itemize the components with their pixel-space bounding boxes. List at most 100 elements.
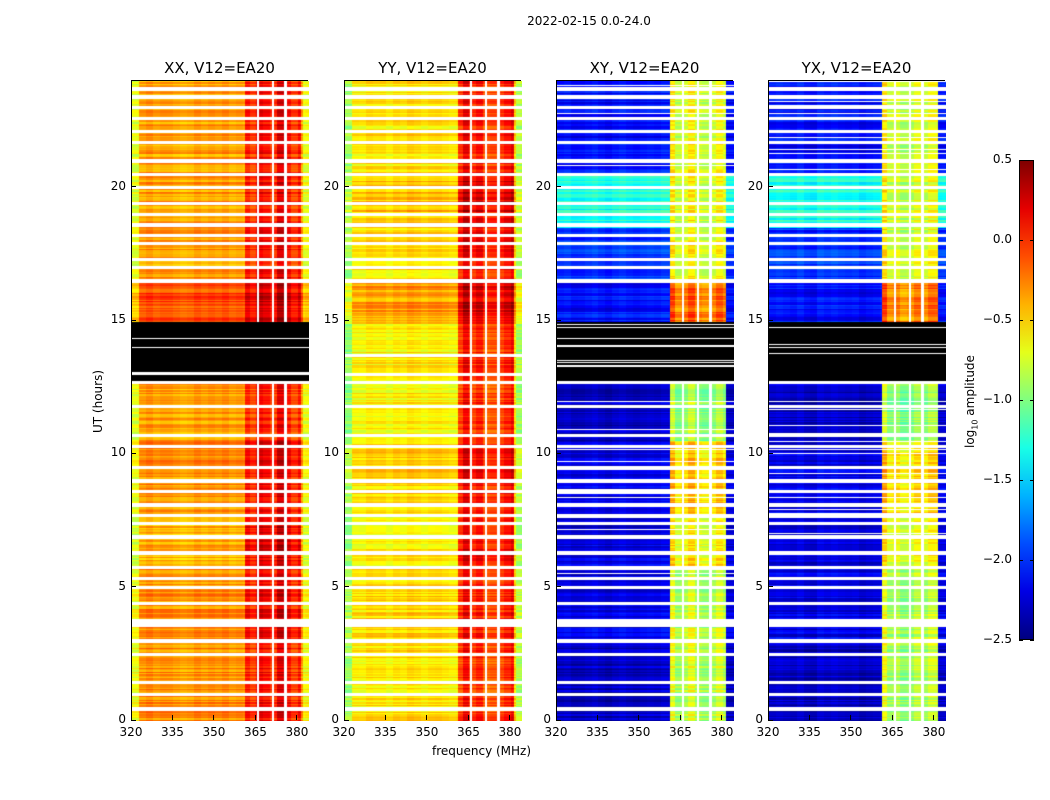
colorbar-tick-label: −0.5 [982,312,1012,326]
x-tick-mark [596,715,598,720]
colorbar-tick-mark [1030,240,1034,241]
heatmap-panel [344,80,522,721]
heatmap-panel [131,80,309,721]
x-tick-mark [679,715,681,720]
panel-title: YY, V12=EA20 [378,59,487,77]
x-tick-mark [850,715,852,720]
panel-title: XY, V12=EA20 [589,59,700,77]
y-tick-mark [344,452,349,454]
colorbar-tick-mark [1019,320,1023,321]
colorbar-tick-mark [1030,400,1034,401]
y-tick-label: 15 [747,312,763,326]
y-tick-label: 5 [755,578,763,593]
y-tick-label: 0 [331,712,339,726]
y-tick-mark [556,319,561,321]
x-tick-label: 365 [457,725,480,739]
colorbar-tick-label: 0.5 [992,152,1012,166]
y-tick-mark [131,586,136,588]
heatmap-image [557,81,734,721]
y-tick-mark [556,719,561,721]
y-tick-label: 15 [323,312,339,326]
y-tick-mark [556,586,561,588]
y-tick-label: 0 [543,712,551,726]
y-tick-label: 10 [323,445,339,460]
colorbar-tick-mark [1019,160,1023,161]
y-tick-label: 10 [110,445,126,460]
x-tick-mark [296,715,298,720]
colorbar-tick-label: 0.0 [992,232,1012,246]
x-tick-label: 365 [244,725,267,739]
y-tick-label: 0 [755,712,763,726]
x-tick-mark [171,715,173,720]
x-tick-label: 380 [498,725,522,739]
heatmap-image [345,81,522,721]
y-tick-label: 5 [543,578,551,593]
panel-title: XX, V12=EA20 [164,59,275,77]
x-tick-mark [467,715,469,720]
x-tick-label: 320 [756,725,780,739]
y-tick-mark [768,319,773,321]
colorbar-tick-mark [1030,560,1034,561]
colorbar-tick-mark [1019,480,1023,481]
x-tick-mark [808,715,810,720]
y-tick-mark [556,452,561,454]
x-tick-mark [891,715,893,720]
colorbar-tick-mark [1030,640,1034,641]
figure-title: 2022-02-15 0.0-24.0 [527,14,651,28]
y-tick-label: 10 [747,445,763,460]
y-tick-label: 15 [110,312,126,326]
x-tick-label: 320 [332,725,356,739]
x-tick-mark [933,715,935,720]
x-tick-label: 320 [544,725,568,739]
y-tick-mark [768,586,773,588]
x-tick-label: 365 [881,725,904,739]
y-tick-mark [131,186,136,188]
x-tick-mark [721,715,723,720]
x-tick-mark [130,715,132,720]
x-tick-mark [426,715,428,720]
colorbar-tick-mark [1030,160,1034,161]
y-tick-mark [131,319,136,321]
y-tick-label: 5 [331,578,339,593]
y-tick-mark [344,586,349,588]
x-tick-label: 380 [285,725,309,739]
colorbar-tick-mark [1019,240,1023,241]
x-tick-label: 365 [669,725,692,739]
x-tick-label: 350 [627,725,651,739]
colorbar-tick-label: −2.5 [982,632,1012,646]
colorbar-tick-label: −2.0 [982,552,1012,566]
y-tick-label: 0 [118,712,126,726]
x-axis-label: frequency (MHz) [432,744,532,758]
colorbar-tick-mark [1019,400,1023,401]
colorbar-tick-mark [1030,320,1034,321]
y-tick-label: 15 [535,312,551,326]
y-tick-mark [768,186,773,188]
x-tick-label: 380 [710,725,734,739]
heatmap-image [769,81,946,721]
x-tick-label: 350 [202,725,226,739]
x-tick-label: 335 [586,725,609,739]
y-tick-mark [344,186,349,188]
y-tick-label: 20 [747,178,763,193]
y-tick-mark [768,719,773,721]
x-tick-mark [509,715,511,720]
y-tick-label: 20 [110,178,126,193]
x-tick-mark [555,715,557,720]
y-tick-label: 5 [118,578,126,593]
panel-title: YX, V12=EA20 [801,59,912,77]
x-tick-mark [213,715,215,720]
x-tick-mark [767,715,769,720]
y-tick-label: 10 [535,445,551,460]
y-axis-label: UT (hours) [91,369,105,433]
heatmap-panel [768,80,946,721]
heatmap-panel [556,80,734,721]
x-tick-mark [384,715,386,720]
y-tick-mark [556,186,561,188]
x-tick-label: 350 [839,725,863,739]
x-tick-mark [638,715,640,720]
x-tick-label: 335 [374,725,397,739]
x-tick-label: 350 [415,725,439,739]
y-tick-label: 20 [323,178,339,193]
y-tick-mark [344,319,349,321]
